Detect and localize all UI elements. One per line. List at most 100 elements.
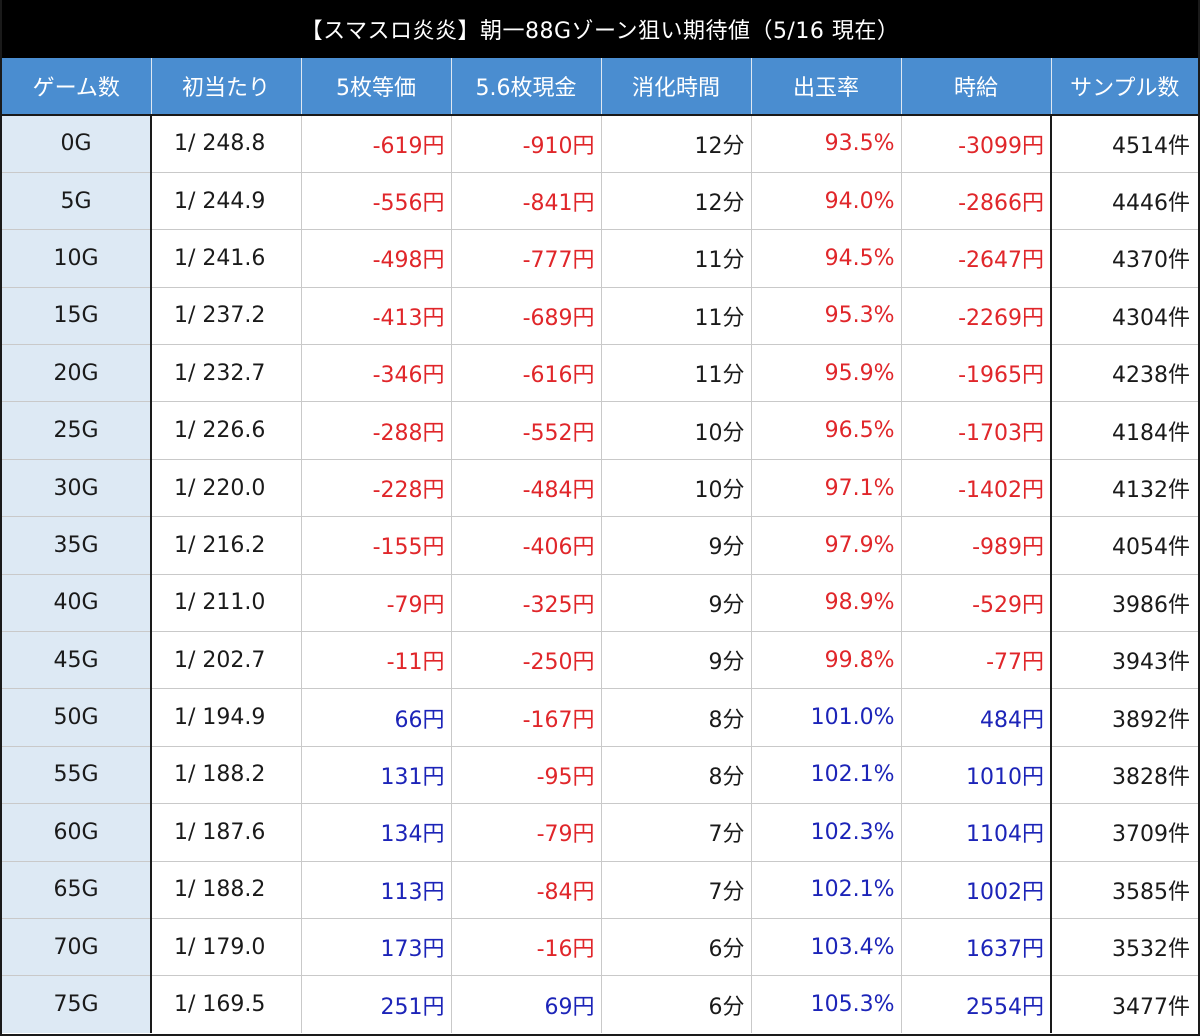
- games-cell: 45G: [2, 631, 152, 690]
- column-header-first-hit: 初当たり: [151, 58, 302, 115]
- five-coin-equal-cell: -498円: [301, 229, 452, 288]
- first-hit-cell: 1/ 226.6: [151, 401, 302, 460]
- play-time-cell: 11分: [601, 229, 752, 288]
- payout-rate-cell: 95.9%: [751, 344, 902, 403]
- sample-count-cell: 3943件: [1050, 631, 1198, 690]
- payout-rate-cell: 97.1%: [751, 459, 902, 518]
- games-cell: 55G: [2, 746, 152, 805]
- first-hit-cell: 1/ 188.2: [151, 861, 302, 919]
- table-title: 【スマスロ炎炎】朝一88Gゾーン狙い期待値（5/16 現在）: [2, 0, 1198, 58]
- table-row: 35G 1/ 216.2 -155円 -406円 9分 97.9% -989円 4054件: [2, 516, 1198, 575]
- sample-count-cell: 3585件: [1050, 861, 1198, 919]
- expected-value-table: ゲーム数 初当たり 5枚等価 5.6枚現金 消化時間 出玉率 時給 サンプル数 …: [2, 58, 1198, 1034]
- hourly-wage-cell: -77円: [901, 631, 1052, 690]
- hourly-wage-cell: -1402円: [901, 459, 1052, 518]
- payout-rate-cell: 102.1%: [751, 746, 902, 805]
- hourly-wage-cell: 1637円: [901, 918, 1052, 977]
- play-time-cell: 11分: [601, 344, 752, 403]
- games-cell: 75G: [2, 975, 152, 1034]
- cash-5-6-cell: -250円: [451, 631, 602, 690]
- play-time-cell: 8分: [601, 746, 752, 805]
- column-header-5-coin-equal: 5枚等価: [301, 58, 452, 115]
- five-coin-equal-cell: 66円: [301, 688, 452, 747]
- sample-count-cell: 4238件: [1050, 344, 1198, 403]
- five-coin-equal-cell: -556円: [301, 172, 452, 231]
- five-coin-equal-cell: -79円: [301, 574, 452, 633]
- first-hit-cell: 1/ 179.0: [151, 918, 302, 977]
- play-time-cell: 9分: [601, 574, 752, 633]
- cash-5-6-cell: -910円: [451, 115, 602, 173]
- games-cell: 60G: [2, 803, 152, 862]
- cash-5-6-cell: -167円: [451, 688, 602, 747]
- sample-count-cell: 4446件: [1050, 172, 1198, 231]
- sample-count-cell: 3709件: [1050, 803, 1198, 862]
- hourly-wage-cell: -1703円: [901, 401, 1052, 460]
- table-row: 0G 1/ 248.8 -619円 -910円 12分 93.5% -3099円 4514件: [2, 115, 1198, 173]
- sample-count-cell: 4054件: [1050, 516, 1198, 575]
- first-hit-cell: 1/ 194.9: [151, 688, 302, 747]
- hourly-wage-cell: -2269円: [901, 287, 1052, 346]
- play-time-cell: 6分: [601, 918, 752, 977]
- table-row: 40G 1/ 211.0 -79円 -325円 9分 98.9% -529円 3986件: [2, 574, 1198, 633]
- five-coin-equal-cell: -346円: [301, 344, 452, 403]
- table-row: 50G 1/ 194.9 66円 -167円 8分 101.0% 484円 3892件: [2, 688, 1198, 747]
- cash-5-6-cell: -841円: [451, 172, 602, 231]
- column-header-games: ゲーム数: [2, 58, 152, 115]
- five-coin-equal-cell: -413円: [301, 287, 452, 346]
- payout-rate-cell: 95.3%: [751, 287, 902, 346]
- first-hit-cell: 1/ 202.7: [151, 631, 302, 690]
- column-header-5-6-coin-cash: 5.6枚現金: [451, 58, 602, 115]
- hourly-wage-cell: -3099円: [901, 115, 1052, 173]
- play-time-cell: 10分: [601, 459, 752, 518]
- payout-rate-cell: 98.9%: [751, 574, 902, 633]
- games-cell: 15G: [2, 287, 152, 346]
- first-hit-cell: 1/ 244.9: [151, 172, 302, 231]
- payout-rate-cell: 94.5%: [751, 229, 902, 288]
- hourly-wage-cell: 1104円: [901, 803, 1052, 862]
- cash-5-6-cell: -406円: [451, 516, 602, 575]
- payout-rate-cell: 101.0%: [751, 688, 902, 747]
- five-coin-equal-cell: -288円: [301, 401, 452, 460]
- cash-5-6-cell: -777円: [451, 229, 602, 288]
- hourly-wage-cell: 484円: [901, 688, 1052, 747]
- sample-count-cell: 4370件: [1050, 229, 1198, 288]
- cash-5-6-cell: -484円: [451, 459, 602, 518]
- five-coin-equal-cell: -11円: [301, 631, 452, 690]
- hourly-wage-cell: 1002円: [901, 861, 1052, 919]
- table-row: 30G 1/ 220.0 -228円 -484円 10分 97.1% -1402円 4132件: [2, 459, 1198, 518]
- five-coin-equal-cell: 113円: [301, 861, 452, 919]
- payout-rate-cell: 93.5%: [751, 115, 902, 173]
- play-time-cell: 7分: [601, 803, 752, 862]
- table-row: 20G 1/ 232.7 -346円 -616円 11分 95.9% -1965円 4238件: [2, 344, 1198, 403]
- games-cell: 20G: [2, 344, 152, 403]
- five-coin-equal-cell: 173円: [301, 918, 452, 977]
- column-header-payout-rate: 出玉率: [751, 58, 902, 115]
- first-hit-cell: 1/ 232.7: [151, 344, 302, 403]
- table-row: 10G 1/ 241.6 -498円 -777円 11分 94.5% -2647円 4370件: [2, 229, 1198, 288]
- hourly-wage-cell: -2647円: [901, 229, 1052, 288]
- games-cell: 0G: [2, 115, 152, 173]
- five-coin-equal-cell: 251円: [301, 975, 452, 1034]
- sample-count-cell: 3532件: [1050, 918, 1198, 977]
- play-time-cell: 6分: [601, 975, 752, 1034]
- five-coin-equal-cell: -155円: [301, 516, 452, 575]
- cash-5-6-cell: -79円: [451, 803, 602, 862]
- play-time-cell: 12分: [601, 172, 752, 231]
- sample-count-cell: 4304件: [1050, 287, 1198, 346]
- table-body: 0G 1/ 248.8 -619円 -910円 12分 93.5% -3099円 4514件 5…: [2, 115, 1198, 1034]
- hourly-wage-cell: -529円: [901, 574, 1052, 633]
- table-row: 75G 1/ 169.5 251円 69円 6分 105.3% 2554円 3477件: [2, 975, 1198, 1034]
- five-coin-equal-cell: -619円: [301, 115, 452, 173]
- hourly-wage-cell: -2866円: [901, 172, 1052, 231]
- table-row: 45G 1/ 202.7 -11円 -250円 9分 99.8% -77円 3943件: [2, 631, 1198, 690]
- play-time-cell: 12分: [601, 115, 752, 173]
- games-cell: 40G: [2, 574, 152, 633]
- games-cell: 70G: [2, 918, 152, 977]
- games-cell: 25G: [2, 401, 152, 460]
- cash-5-6-cell: -552円: [451, 401, 602, 460]
- games-cell: 10G: [2, 229, 152, 288]
- first-hit-cell: 1/ 248.8: [151, 115, 302, 173]
- hourly-wage-cell: 2554円: [901, 975, 1052, 1034]
- first-hit-cell: 1/ 216.2: [151, 516, 302, 575]
